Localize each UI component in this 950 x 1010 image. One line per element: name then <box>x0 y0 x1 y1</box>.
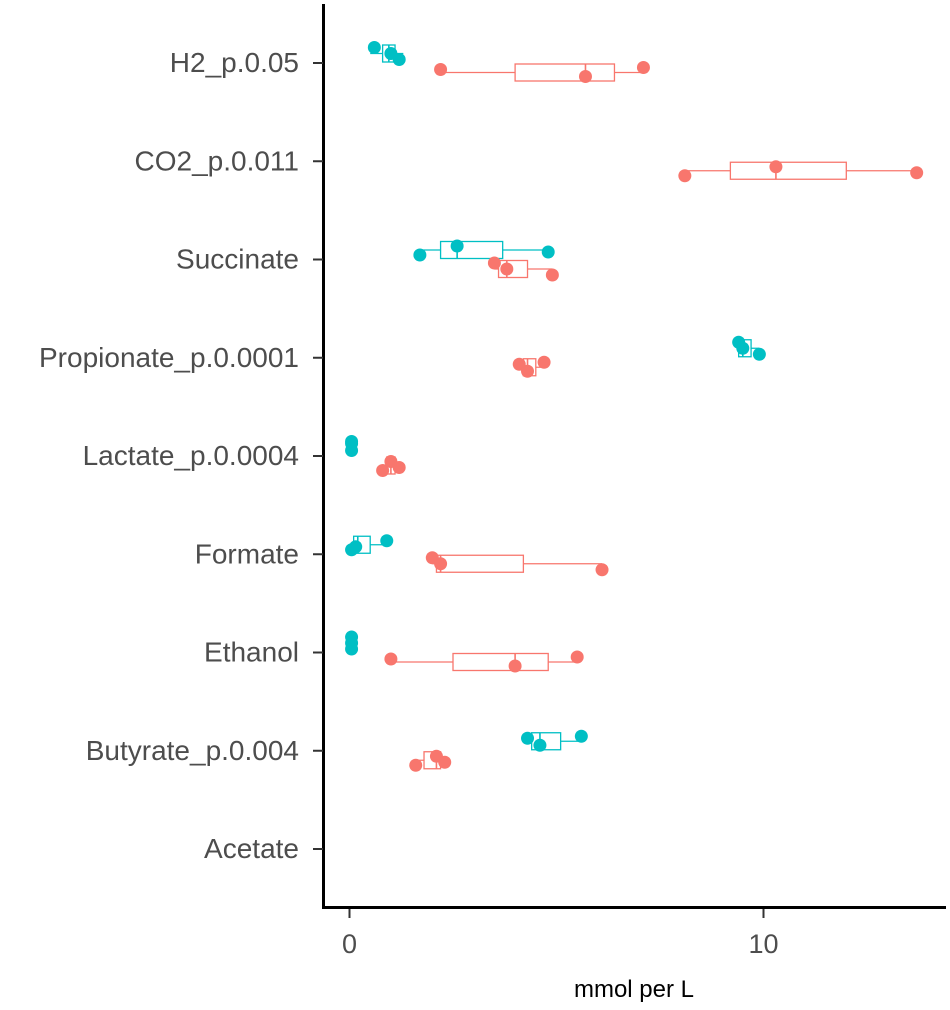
series-group-A <box>345 41 766 752</box>
box-body <box>435 554 525 573</box>
data-point <box>578 70 592 83</box>
x-tick-label: 0 <box>342 929 357 959</box>
box-H2_p.0.05 <box>367 41 406 66</box>
box-CO2_p.0.011 <box>678 160 924 183</box>
data-point <box>434 63 448 76</box>
box-Succinate <box>413 239 555 262</box>
data-point <box>367 41 381 54</box>
data-point <box>376 464 390 477</box>
box-Formate <box>345 534 394 557</box>
box-Butyrate_p.0.004 <box>521 729 588 752</box>
data-point <box>380 534 394 548</box>
data-point <box>678 169 692 183</box>
data-point <box>409 758 423 772</box>
data-point <box>508 659 522 673</box>
y-tick-label: Formate <box>195 538 299 569</box>
y-tick-label: CO2_p.0.011 <box>135 145 300 176</box>
box-Butyrate_p.0.004 <box>409 749 452 772</box>
data-point <box>345 444 359 457</box>
y-tick-label: Succinate <box>176 244 299 275</box>
data-point <box>769 160 783 174</box>
data-point <box>574 729 588 743</box>
y-tick-label: H2_p.0.05 <box>170 47 299 78</box>
data-point <box>545 268 559 282</box>
plot-marks <box>345 41 924 772</box>
box-Lactate_p.0.0004 <box>376 455 406 477</box>
data-point <box>450 239 464 253</box>
box-Formate <box>425 551 609 577</box>
box-Ethanol <box>384 650 584 673</box>
data-point <box>521 731 535 745</box>
box-Succinate <box>487 256 559 282</box>
data-point <box>533 738 547 752</box>
data-point <box>521 364 535 378</box>
box-body <box>514 63 616 82</box>
box-Ethanol <box>345 630 359 656</box>
data-point <box>345 642 359 656</box>
data-point <box>438 755 452 769</box>
y-tick-label: Lactate_p.0.0004 <box>83 440 299 471</box>
data-point <box>487 256 501 270</box>
data-point <box>537 355 551 369</box>
y-tick-label: Propionate_p.0.0001 <box>39 342 299 373</box>
data-point <box>413 248 427 262</box>
data-point <box>392 53 406 66</box>
x-tick-label: 10 <box>748 929 778 959</box>
box-Lactate_p.0.0004 <box>345 435 359 457</box>
data-point <box>736 341 750 355</box>
x-axis-title: mmol per L <box>574 976 694 1003</box>
y-tick-label: Ethanol <box>204 637 299 668</box>
y-axis-ticks: H2_p.0.05 CO2_p.0.011 Succinate Propionate_… <box>39 47 323 864</box>
y-tick-label: Acetate <box>204 833 299 864</box>
data-point <box>500 262 514 276</box>
data-point <box>541 245 555 259</box>
data-point <box>434 557 448 571</box>
data-point <box>910 166 924 180</box>
box-body <box>439 240 504 260</box>
box-H2_p.0.05 <box>434 61 650 83</box>
y-tick-label: Butyrate_p.0.004 <box>86 735 299 766</box>
series-group-B <box>376 61 924 772</box>
data-point <box>345 435 359 448</box>
data-point <box>636 61 650 74</box>
box-body <box>729 161 847 180</box>
data-point <box>392 461 406 474</box>
data-point <box>595 563 609 577</box>
data-point <box>570 650 584 664</box>
data-point <box>752 347 766 361</box>
box-body <box>452 652 549 672</box>
box-Propionate_p.0.0001 <box>732 335 766 361</box>
x-axis-ticks: 01020 <box>342 909 779 959</box>
box-Propionate_p.0.0001 <box>512 355 551 378</box>
data-point <box>349 540 363 554</box>
data-point <box>384 652 398 666</box>
